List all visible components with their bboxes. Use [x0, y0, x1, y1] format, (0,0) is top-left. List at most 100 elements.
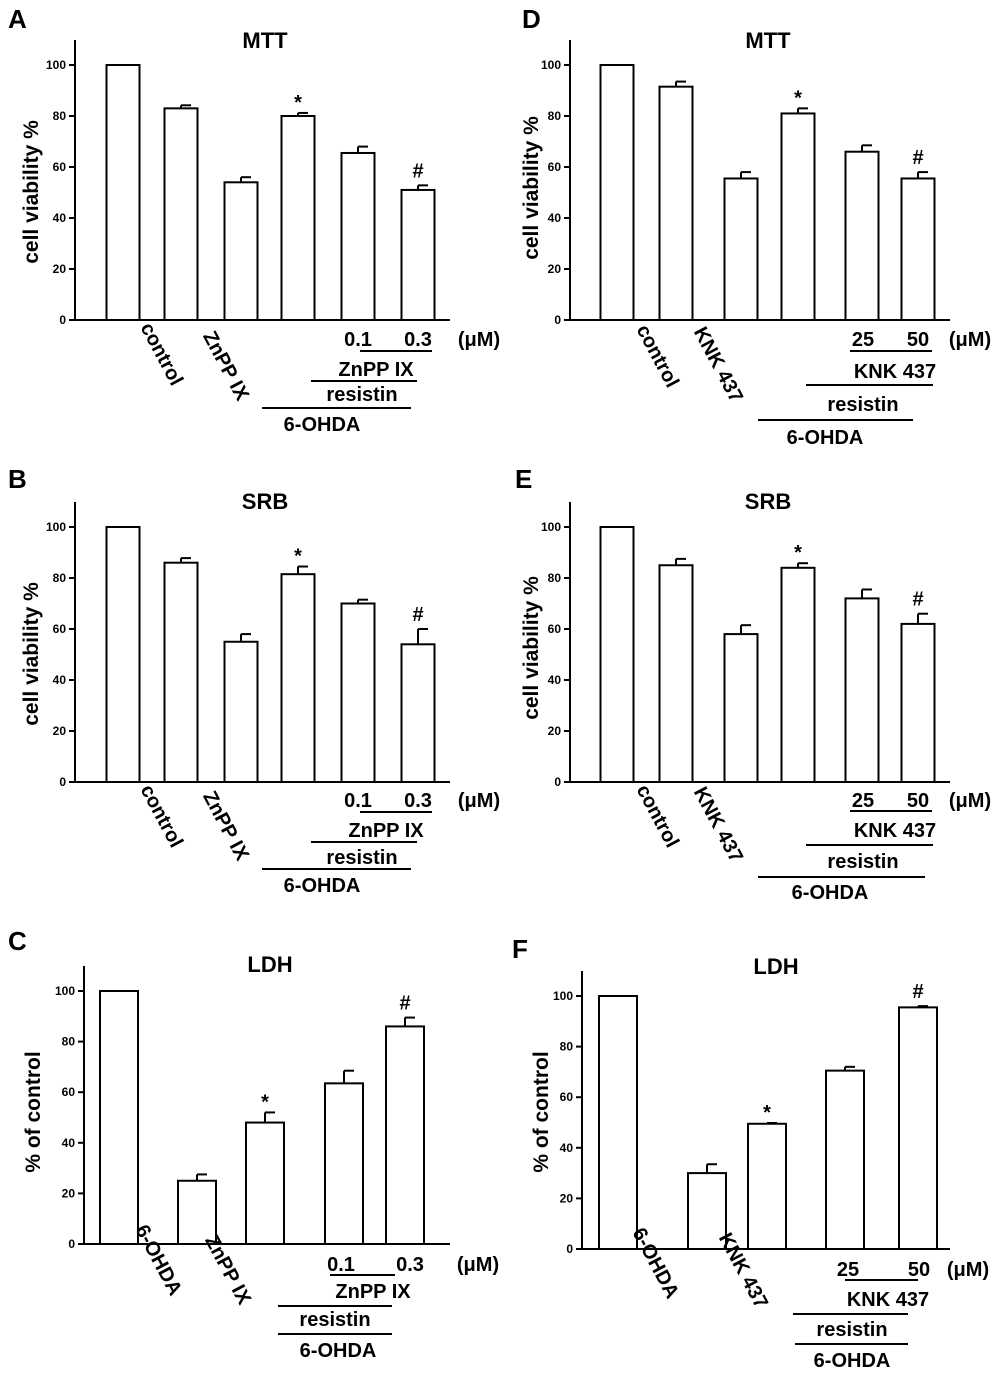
unit-label: (μM) [458, 329, 500, 351]
unit-label: (μM) [949, 790, 991, 812]
chart-title: LDH [247, 952, 292, 977]
bar [599, 64, 635, 321]
bar [280, 115, 316, 321]
significance-hash: # [412, 604, 423, 626]
y-tick-label: 20 [548, 262, 562, 276]
group-label: ZnPP IX [335, 1281, 411, 1303]
y-axis-label: cell viability % [520, 116, 543, 260]
bar [324, 1082, 364, 1245]
unit-label: (μM) [457, 1254, 499, 1276]
unit-label: (μM) [458, 790, 500, 812]
bar [177, 1179, 217, 1245]
y-tick-label: 80 [53, 109, 67, 123]
x-category-label: 0.1 [344, 790, 372, 812]
bar [340, 602, 376, 783]
group-label: resistin [326, 847, 397, 869]
group-label: KNK 437 [847, 1289, 929, 1311]
unit-label: (μM) [947, 1259, 989, 1281]
chart-title: SRB [745, 489, 791, 514]
group-label: 6-OHDA [787, 427, 864, 449]
bar [658, 85, 694, 321]
y-tick-label: 40 [62, 1136, 76, 1150]
y-tick-label: 20 [53, 262, 67, 276]
x-category-label: KNK 437 [689, 323, 747, 406]
significance-hash: # [399, 993, 410, 1015]
x-category-label: KNK 437 [689, 783, 747, 866]
group-label: 6-OHDA [814, 1350, 891, 1372]
bar [844, 597, 880, 784]
significance-asterisk: * [794, 542, 802, 564]
bar [400, 188, 436, 321]
chart-title: LDH [753, 954, 798, 979]
bar [385, 1025, 425, 1246]
y-tick-label: 80 [548, 571, 562, 585]
y-tick-label: 20 [560, 1191, 574, 1205]
y-tick-label: 60 [62, 1085, 76, 1099]
y-tick-label: 40 [560, 1141, 574, 1155]
significance-hash: # [912, 147, 923, 169]
y-tick-label: 20 [53, 724, 67, 738]
y-tick-label: 60 [53, 160, 67, 174]
group-label: resistin [816, 1319, 887, 1341]
y-tick-label: 80 [53, 571, 67, 585]
x-category-label: control [136, 781, 187, 851]
bar [99, 990, 139, 1245]
group-label: 6-OHDA [284, 414, 361, 436]
bar [245, 1121, 285, 1246]
bar [280, 573, 316, 783]
bar [900, 622, 936, 784]
y-tick-label: 100 [541, 520, 561, 534]
bar [163, 107, 199, 321]
x-category-label: 50 [907, 329, 929, 351]
bar [780, 112, 816, 321]
bar [223, 181, 259, 321]
significance-hash: # [912, 589, 923, 611]
bar [105, 64, 141, 321]
x-category-label: 0.3 [396, 1254, 424, 1276]
x-category-label: ZnPP IX [198, 328, 253, 405]
group-label: ZnPP IX [348, 820, 424, 842]
bar [723, 177, 759, 321]
y-axis-label: cell viability % [20, 120, 43, 264]
panel-a: A MTT cell viability % 0 20 40 60 80 100 * # contro… [8, 4, 500, 436]
panel-label: A [8, 4, 27, 34]
chart-title: MTT [745, 28, 791, 53]
y-tick-label: 60 [53, 622, 67, 636]
bar [598, 995, 638, 1250]
y-tick-label: 80 [560, 1040, 574, 1054]
y-tick-label: 40 [548, 673, 562, 687]
x-category-label: 0.1 [327, 1254, 355, 1276]
panel-e: E SRB cell viability % 0 20 40 60 80 100 * # contro… [515, 464, 991, 904]
significance-asterisk: * [294, 546, 302, 568]
panel-label: E [515, 464, 532, 494]
y-axis-label: cell viability % [520, 576, 543, 720]
x-category-label: 25 [852, 329, 874, 351]
group-label: resistin [299, 1309, 370, 1331]
x-category-label: 50 [907, 790, 929, 812]
panel-label: F [512, 934, 528, 964]
y-tick-label: 100 [541, 58, 561, 72]
group-label: resistin [827, 394, 898, 416]
y-tick-label: 20 [62, 1186, 76, 1200]
x-category-label: ZnPP IX [198, 788, 253, 865]
bar [687, 1172, 727, 1250]
x-category-label: 25 [852, 790, 874, 812]
x-category-label: 0.3 [404, 790, 432, 812]
y-tick-label: 0 [554, 313, 561, 327]
panel-label: C [8, 926, 27, 956]
x-category-label: 6-OHDA [628, 1224, 683, 1302]
panel-b: B SRB cell viability % 0 20 40 60 80 100 * # contro… [8, 464, 500, 897]
y-tick-label: 0 [59, 775, 66, 789]
unit-label: (μM) [949, 329, 991, 351]
bar [723, 633, 759, 783]
significance-asterisk: * [794, 87, 802, 109]
bar [780, 566, 816, 783]
group-label: resistin [827, 851, 898, 873]
y-tick-label: 100 [46, 520, 66, 534]
y-tick-label: 40 [548, 211, 562, 225]
panel-label: D [522, 4, 541, 34]
y-tick-label: 80 [62, 1035, 76, 1049]
significance-asterisk: * [294, 92, 302, 114]
bar [340, 151, 376, 321]
